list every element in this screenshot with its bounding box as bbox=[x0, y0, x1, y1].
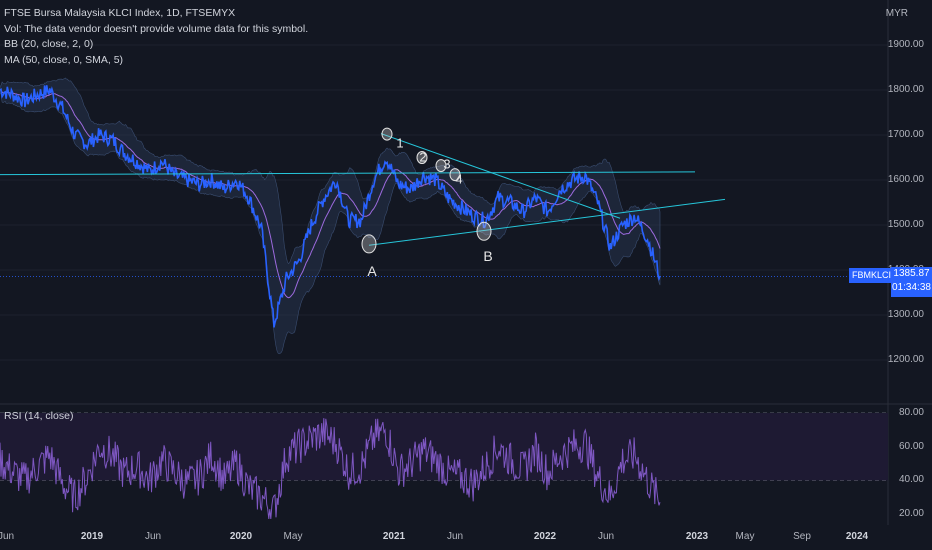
time-tick: Jun bbox=[597, 531, 615, 542]
last-price-tag: 1385.87 01:34:38 bbox=[891, 267, 932, 297]
price-tick: 1500.00 bbox=[887, 219, 924, 230]
price-tick: 1300.00 bbox=[887, 309, 924, 320]
wave-label: 3 bbox=[443, 156, 451, 172]
price-tick: 1200.00 bbox=[887, 354, 924, 365]
rsi-tick: 80.00 bbox=[898, 407, 924, 418]
wave-marker bbox=[435, 159, 447, 173]
support-trendline bbox=[368, 198, 726, 246]
time-tick: 2022 bbox=[533, 531, 557, 542]
time-tick: 2021 bbox=[382, 531, 406, 542]
bb-fill bbox=[0, 77, 661, 355]
rsi-series bbox=[0, 418, 661, 520]
price-tick: 1800.00 bbox=[887, 84, 924, 95]
price-line bbox=[0, 85, 661, 328]
volume-note: Vol: The data vendor doesn't provide vol… bbox=[4, 22, 309, 35]
wave-marker bbox=[449, 168, 461, 182]
wave-marker bbox=[381, 127, 393, 141]
rsi-tick: 60.00 bbox=[898, 440, 924, 452]
rsi-band bbox=[0, 413, 888, 481]
price-tick: 1600.00 bbox=[887, 174, 924, 185]
resistance-trendline bbox=[0, 171, 696, 176]
time-tick: 2020 bbox=[229, 531, 253, 542]
time-tick: Jun bbox=[144, 531, 162, 542]
ma-legend[interactable]: MA (50, close, 0, SMA, 5) bbox=[4, 53, 124, 66]
bollinger-bands bbox=[0, 77, 661, 355]
trend-drawings[interactable] bbox=[0, 127, 726, 254]
legend: FTSE Bursa Malaysia KLCI Index, 1D, FTSE… bbox=[4, 6, 308, 68]
price-tick: 1900.00 bbox=[887, 39, 924, 50]
rsi-line bbox=[0, 418, 661, 520]
countdown: 01:34:38 bbox=[892, 282, 931, 293]
time-tick: 2019 bbox=[80, 531, 104, 542]
wave-marker bbox=[361, 234, 377, 254]
wave-label: B bbox=[483, 248, 493, 264]
wave-marker bbox=[416, 151, 428, 164]
wave-label: A bbox=[367, 263, 377, 279]
time-tick: Jun bbox=[0, 531, 15, 542]
time-tick: 2023 bbox=[685, 531, 709, 542]
time-tick: 2024 bbox=[845, 531, 869, 542]
last-price-value: 1385.87 bbox=[893, 268, 930, 279]
bb-legend[interactable]: BB (20, close, 2, 0) bbox=[4, 38, 94, 50]
wave-marker bbox=[476, 221, 492, 241]
time-tick: Sep bbox=[793, 531, 811, 542]
time-tick: May bbox=[735, 531, 755, 542]
currency-label: MYR bbox=[885, 8, 908, 19]
rsi-legend[interactable]: RSI (14, close) bbox=[4, 410, 74, 422]
descending-trendline bbox=[380, 133, 621, 219]
price-tick: 1700.00 bbox=[887, 129, 924, 140]
time-tick: May bbox=[283, 531, 303, 542]
wave-label: 4 bbox=[455, 171, 463, 187]
time-tick: Jun bbox=[446, 531, 464, 542]
symbol-tag: FBMKLCI bbox=[849, 268, 895, 283]
rsi-tick: 20.00 bbox=[898, 508, 924, 519]
rsi-tick: 40.00 bbox=[898, 474, 924, 486]
wave-label: 1 bbox=[396, 135, 404, 151]
symbol-title[interactable]: FTSE Bursa Malaysia KLCI Index, 1D, FTSE… bbox=[4, 7, 236, 19]
wave-label: 2 bbox=[419, 149, 427, 165]
